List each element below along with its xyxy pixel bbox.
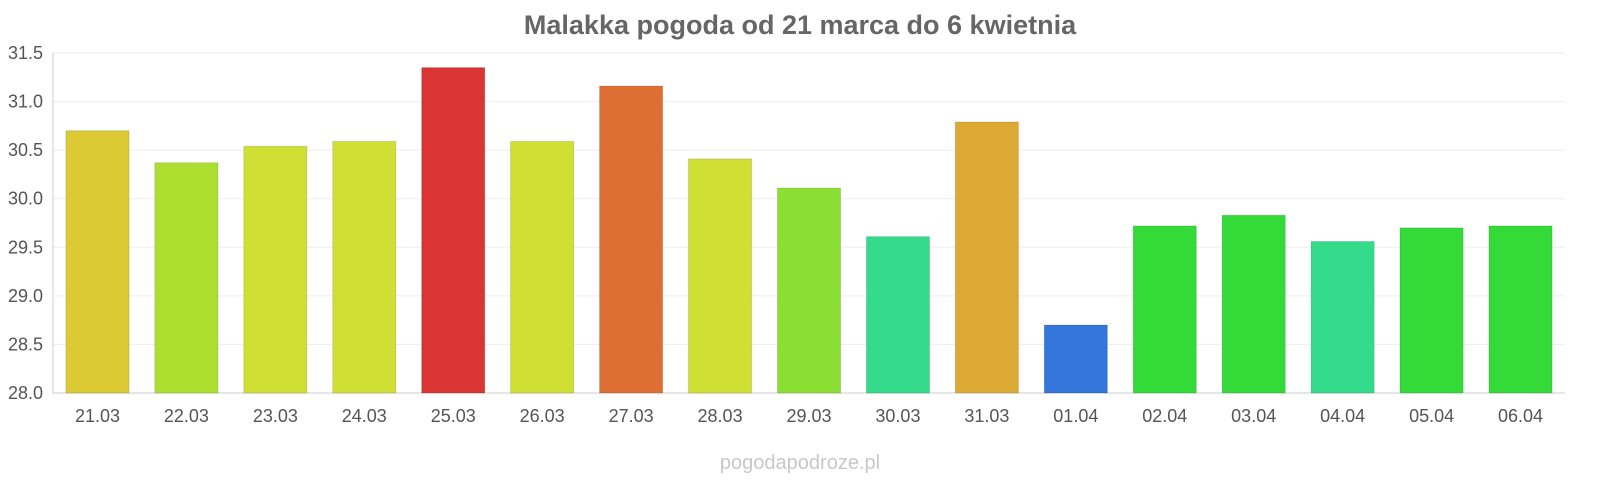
bar-27.03 [599, 85, 664, 394]
y-tick-label: 31.0 [8, 92, 43, 112]
y-tick-label: 28.5 [8, 334, 43, 354]
x-tick-label: 01.04 [1053, 406, 1098, 426]
bar-31.03 [954, 121, 1019, 394]
x-tick-label: 02.04 [1142, 406, 1187, 426]
x-tick-label: 21.03 [75, 406, 120, 426]
bar-26.03 [510, 140, 575, 394]
x-tick-label: 28.03 [698, 406, 743, 426]
x-tick-label: 22.03 [164, 406, 209, 426]
bar-03.04 [1221, 214, 1286, 394]
bar-04.04 [1310, 240, 1375, 394]
x-tick-label: 24.03 [342, 406, 387, 426]
x-tick-label: 23.03 [253, 406, 298, 426]
watermark: pogodapodroze.pl [719, 452, 881, 474]
bar-28.03 [687, 158, 753, 394]
bar-30.03 [865, 236, 931, 394]
bar-02.04 [1132, 225, 1197, 394]
bar-25.03 [421, 67, 486, 394]
x-tick-label: 30.03 [875, 406, 920, 426]
bar-22.03 [154, 162, 219, 394]
bar-29.03 [776, 187, 842, 394]
x-tick-label: 03.04 [1231, 406, 1276, 426]
x-tick-label: 26.03 [520, 406, 565, 426]
y-tick-label: 29.5 [8, 237, 43, 257]
y-tick-label: 31.5 [8, 43, 43, 63]
y-tick-label: 29.0 [8, 286, 43, 306]
bar-23.03 [243, 145, 308, 394]
y-tick-label: 28.0 [8, 383, 43, 403]
bar-24.03 [332, 140, 397, 394]
x-tick-label: 25.03 [431, 406, 476, 426]
x-tick-label: 31.03 [964, 406, 1009, 426]
x-tick-label: 29.03 [786, 406, 831, 426]
x-tick-label: 27.03 [609, 406, 654, 426]
bar-06.04 [1488, 225, 1553, 394]
y-tick-label: 30.5 [8, 140, 43, 160]
x-tick-label: 06.04 [1498, 406, 1543, 426]
chart-title: Malakka pogoda od 21 marca do 6 kwietnia [523, 10, 1077, 40]
bar-01.04 [1043, 324, 1108, 394]
bar-21.03 [65, 130, 130, 394]
x-tick-label: 05.04 [1409, 406, 1454, 426]
bar-05.04 [1399, 227, 1464, 394]
x-tick-label: 04.04 [1320, 406, 1365, 426]
y-tick-label: 30.0 [8, 189, 43, 209]
